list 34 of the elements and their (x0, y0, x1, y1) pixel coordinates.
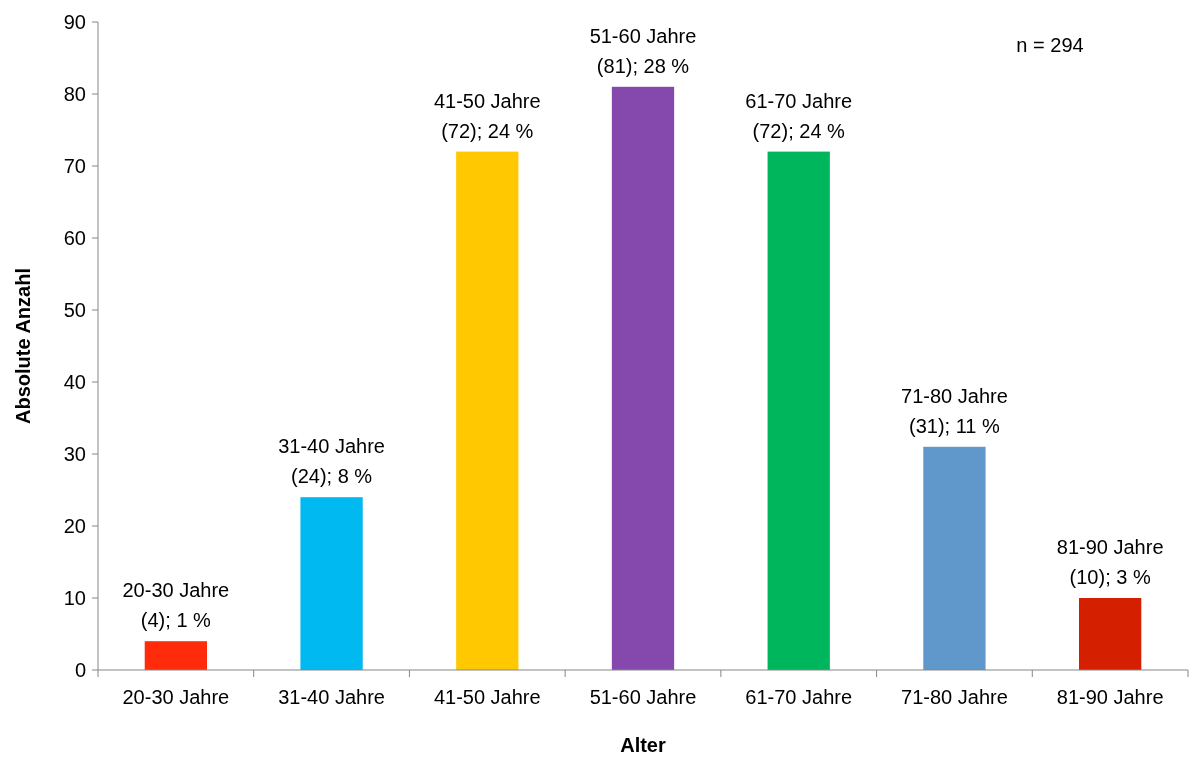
x-tick-label: 81-90 Jahre (1056, 686, 1164, 708)
x-tick-label: 51-60 Jahre (589, 686, 697, 708)
bar (300, 497, 363, 670)
bar (1079, 598, 1142, 670)
x-tick-label: 41-50 Jahre (433, 686, 541, 708)
y-tick-label: 10 (63, 587, 86, 609)
y-tick-label: 20 (63, 515, 86, 537)
bar (611, 86, 675, 670)
x-tick-label: 20-30 Jahre (122, 686, 230, 708)
data-label: 81-90 Jahre (10); 3 % (1056, 536, 1164, 588)
data-label: 20-30 Jahre (4); 1 % (122, 579, 230, 632)
y-tick-label: 60 (63, 227, 86, 249)
data-label: 71-80 Jahre (31); 11 % (901, 384, 1008, 437)
x-tick-label: 31-40 Jahre (278, 686, 385, 708)
data-label: 61-70 Jahre (72); 24 % (745, 89, 853, 142)
x-axis-title: Alter (620, 734, 666, 756)
y-tick-label: 90 (63, 11, 86, 33)
y-tick-label: 50 (63, 299, 86, 321)
y-tick-label: 30 (63, 443, 86, 465)
data-label: 51-60 Jahre (81); 28 % (589, 24, 697, 77)
y-tick-label: 80 (63, 83, 86, 105)
annotation: n = 294 (1016, 34, 1084, 56)
y-tick-label: 70 (63, 155, 86, 177)
bar (923, 446, 986, 670)
bar (144, 641, 207, 670)
x-tick-label: 71-80 Jahre (901, 686, 1008, 708)
y-tick-label: 0 (74, 659, 86, 681)
bar (767, 151, 830, 670)
y-tick-label: 40 (63, 371, 86, 393)
data-label: 31-40 Jahre (24); 8 % (278, 435, 385, 488)
x-tick-label: 61-70 Jahre (745, 686, 853, 708)
y-axis-title: Absolute Anzahl (12, 268, 34, 424)
data-label: 41-50 Jahre (72); 24 % (433, 89, 541, 142)
bar (456, 151, 519, 670)
